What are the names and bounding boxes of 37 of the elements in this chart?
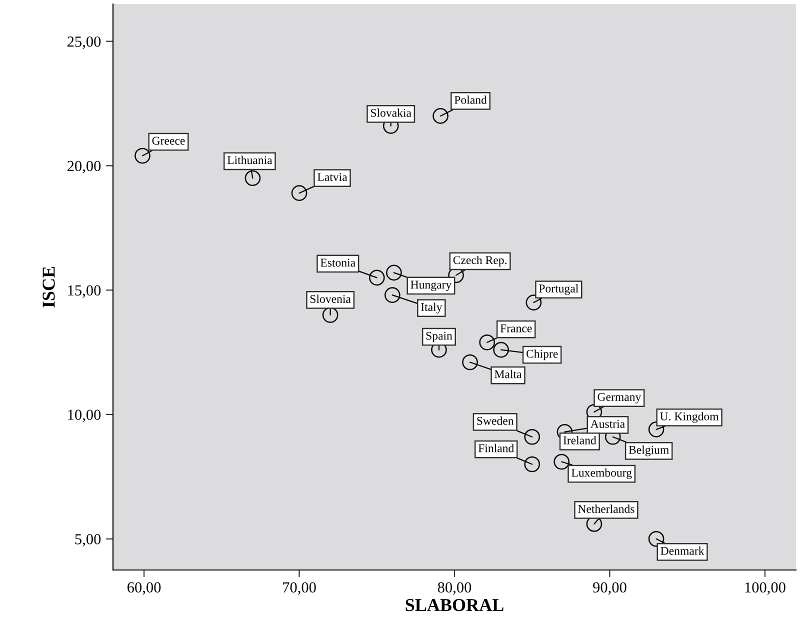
x-tick-label: 80,00 xyxy=(438,582,472,595)
annotation: Estonia xyxy=(320,258,356,267)
x-axis-title: SLABORAL xyxy=(406,599,504,612)
annotation: Poland xyxy=(454,96,487,104)
annotation: Slovakia xyxy=(370,108,412,117)
annotation: U. Kingdom xyxy=(660,412,719,423)
y-tick-label: 15,00 xyxy=(68,285,101,298)
y-tick-label: 5,00 xyxy=(75,534,101,547)
annotation: Hungary xyxy=(410,280,452,292)
annotation: Chipre xyxy=(526,349,558,360)
x-tick-label: 90,00 xyxy=(593,582,626,595)
annotation: Denmark xyxy=(660,546,704,555)
annotation: Belgium xyxy=(628,446,669,456)
x-tick-label: 60,00 xyxy=(128,582,161,595)
annotation: Netherlands xyxy=(578,504,634,513)
y-tick-label: 20,00 xyxy=(67,160,101,174)
annotation: France xyxy=(500,324,532,332)
annotation: Spain xyxy=(426,332,452,342)
annotation: Italy xyxy=(421,302,442,314)
annotation: Czech Rep. xyxy=(453,256,506,267)
annotation: Malta xyxy=(494,370,522,378)
annotation: Luxembourg xyxy=(572,468,632,480)
annotation: Greece xyxy=(152,136,185,145)
annotation: Portugal xyxy=(539,284,578,295)
annotation: Ireland xyxy=(563,436,596,444)
y-tick-label: 10,00 xyxy=(68,410,101,422)
annotation: Finland xyxy=(478,444,514,452)
annotation: Latvia xyxy=(318,173,348,182)
annotation: Austria xyxy=(590,420,625,428)
annotation: Slovenia xyxy=(310,294,351,303)
x-tick-label: 70,00 xyxy=(283,582,316,595)
annotation: Sweden xyxy=(477,416,514,425)
y-tick-label: 25,00 xyxy=(67,36,101,49)
annotation: Germany xyxy=(598,393,642,404)
y-axis-title: ISCE xyxy=(42,266,55,308)
annotation: Lithuania xyxy=(227,156,272,164)
x-tick-label: 100,00 xyxy=(745,582,786,595)
